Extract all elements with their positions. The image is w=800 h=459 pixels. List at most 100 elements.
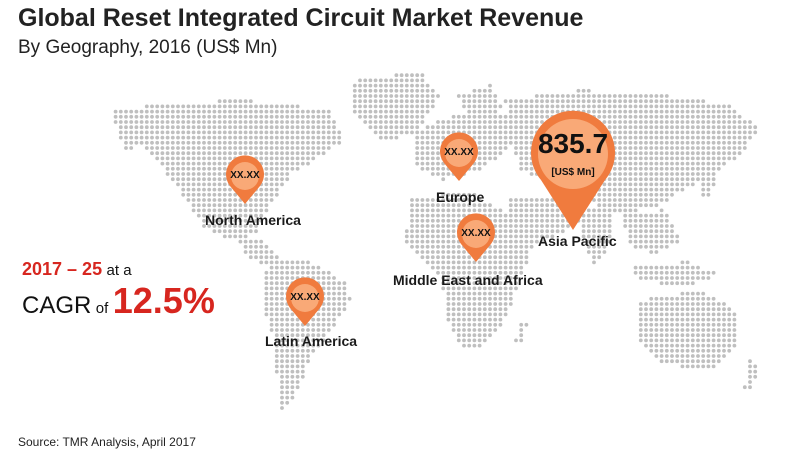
map-dot — [222, 130, 227, 135]
map-dot — [207, 213, 212, 218]
map-dot — [690, 296, 695, 301]
map-dot — [696, 161, 700, 166]
map-dot — [155, 140, 160, 145]
map-dot — [207, 172, 212, 176]
map-dot — [467, 255, 472, 260]
map-dot — [649, 135, 654, 140]
map-dot — [706, 338, 711, 343]
map-dot — [670, 229, 674, 234]
map-dot — [519, 114, 524, 119]
map-dot — [394, 125, 399, 130]
map-dot — [633, 166, 638, 171]
map-dot — [280, 156, 284, 161]
map-dot — [264, 109, 269, 114]
map-dot — [451, 234, 456, 239]
map-dot — [165, 125, 170, 130]
map-dot — [191, 135, 196, 140]
map-dot — [628, 140, 633, 145]
map-dot — [311, 135, 316, 140]
map-dot — [722, 317, 726, 322]
map-dot — [488, 307, 492, 312]
map-dot — [711, 354, 716, 358]
map-dot — [144, 146, 149, 150]
map-dot — [170, 109, 175, 114]
map-dot — [228, 104, 232, 109]
map-dot — [472, 120, 477, 124]
map-dot — [488, 265, 492, 270]
map-dot — [280, 276, 284, 280]
map-dot — [722, 146, 726, 150]
map-dot — [628, 161, 633, 166]
map-dot — [638, 203, 643, 208]
map-dot — [508, 250, 513, 254]
map-dot — [129, 120, 134, 124]
map-dot — [664, 229, 669, 234]
map-dot — [690, 328, 695, 332]
map-dot — [170, 172, 175, 176]
map-dot — [727, 333, 732, 338]
map-dot — [222, 156, 227, 161]
map-dot — [280, 385, 284, 390]
map-dot — [664, 109, 669, 114]
map-dot — [170, 125, 175, 130]
map-dot — [181, 156, 186, 161]
map-dot — [228, 224, 232, 228]
map-dot — [415, 218, 420, 223]
map-dot — [602, 250, 607, 254]
map-dot — [368, 120, 373, 124]
map-dot — [586, 250, 591, 254]
map-dot — [675, 312, 680, 317]
map-dot — [436, 203, 440, 208]
map-dot — [503, 140, 508, 145]
map-dot — [612, 109, 617, 114]
map-dot — [711, 156, 716, 161]
map-dot — [425, 104, 430, 109]
map-dot — [649, 120, 654, 124]
map-dot — [529, 125, 534, 130]
map-dot — [711, 104, 716, 109]
map-dot — [254, 130, 258, 135]
map-dot — [243, 218, 248, 223]
map-dot — [675, 104, 680, 109]
map-dot — [467, 94, 472, 98]
map-dot — [410, 198, 414, 202]
map-dot — [508, 302, 513, 306]
map-dot — [222, 192, 227, 197]
map-dot — [300, 265, 305, 270]
map-dot — [441, 192, 446, 197]
label-middle-east-africa: Middle East and Africa — [393, 272, 543, 288]
map-dot — [451, 213, 456, 218]
map-dot — [670, 135, 674, 140]
map-dot — [394, 88, 399, 93]
map-dot — [722, 135, 726, 140]
map-dot — [659, 317, 664, 322]
map-dot — [607, 177, 612, 182]
map-dot — [446, 250, 451, 254]
map-dot — [488, 156, 492, 161]
map-dot — [519, 166, 524, 171]
map-dot — [670, 166, 674, 171]
map-dot — [529, 104, 534, 109]
map-dot — [670, 317, 674, 322]
map-dot — [664, 99, 669, 104]
map-dot — [316, 312, 321, 317]
map-dot — [332, 291, 336, 296]
map-dot — [462, 307, 466, 312]
map-dot — [711, 135, 716, 140]
map-dot — [711, 177, 716, 182]
map-dot — [207, 208, 212, 213]
map-dot — [472, 99, 477, 104]
map-dot — [456, 213, 461, 218]
map-dot — [290, 260, 295, 265]
map-dot — [259, 203, 264, 208]
map-dot — [498, 140, 503, 145]
map-dot — [280, 338, 284, 343]
map-dot — [628, 192, 633, 197]
map-dot — [295, 317, 300, 322]
map-dot — [649, 265, 654, 270]
map-dot — [508, 286, 513, 291]
map-dot — [446, 244, 451, 249]
map-dot — [280, 109, 284, 114]
map-dot — [238, 140, 243, 145]
map-dot — [545, 198, 550, 202]
